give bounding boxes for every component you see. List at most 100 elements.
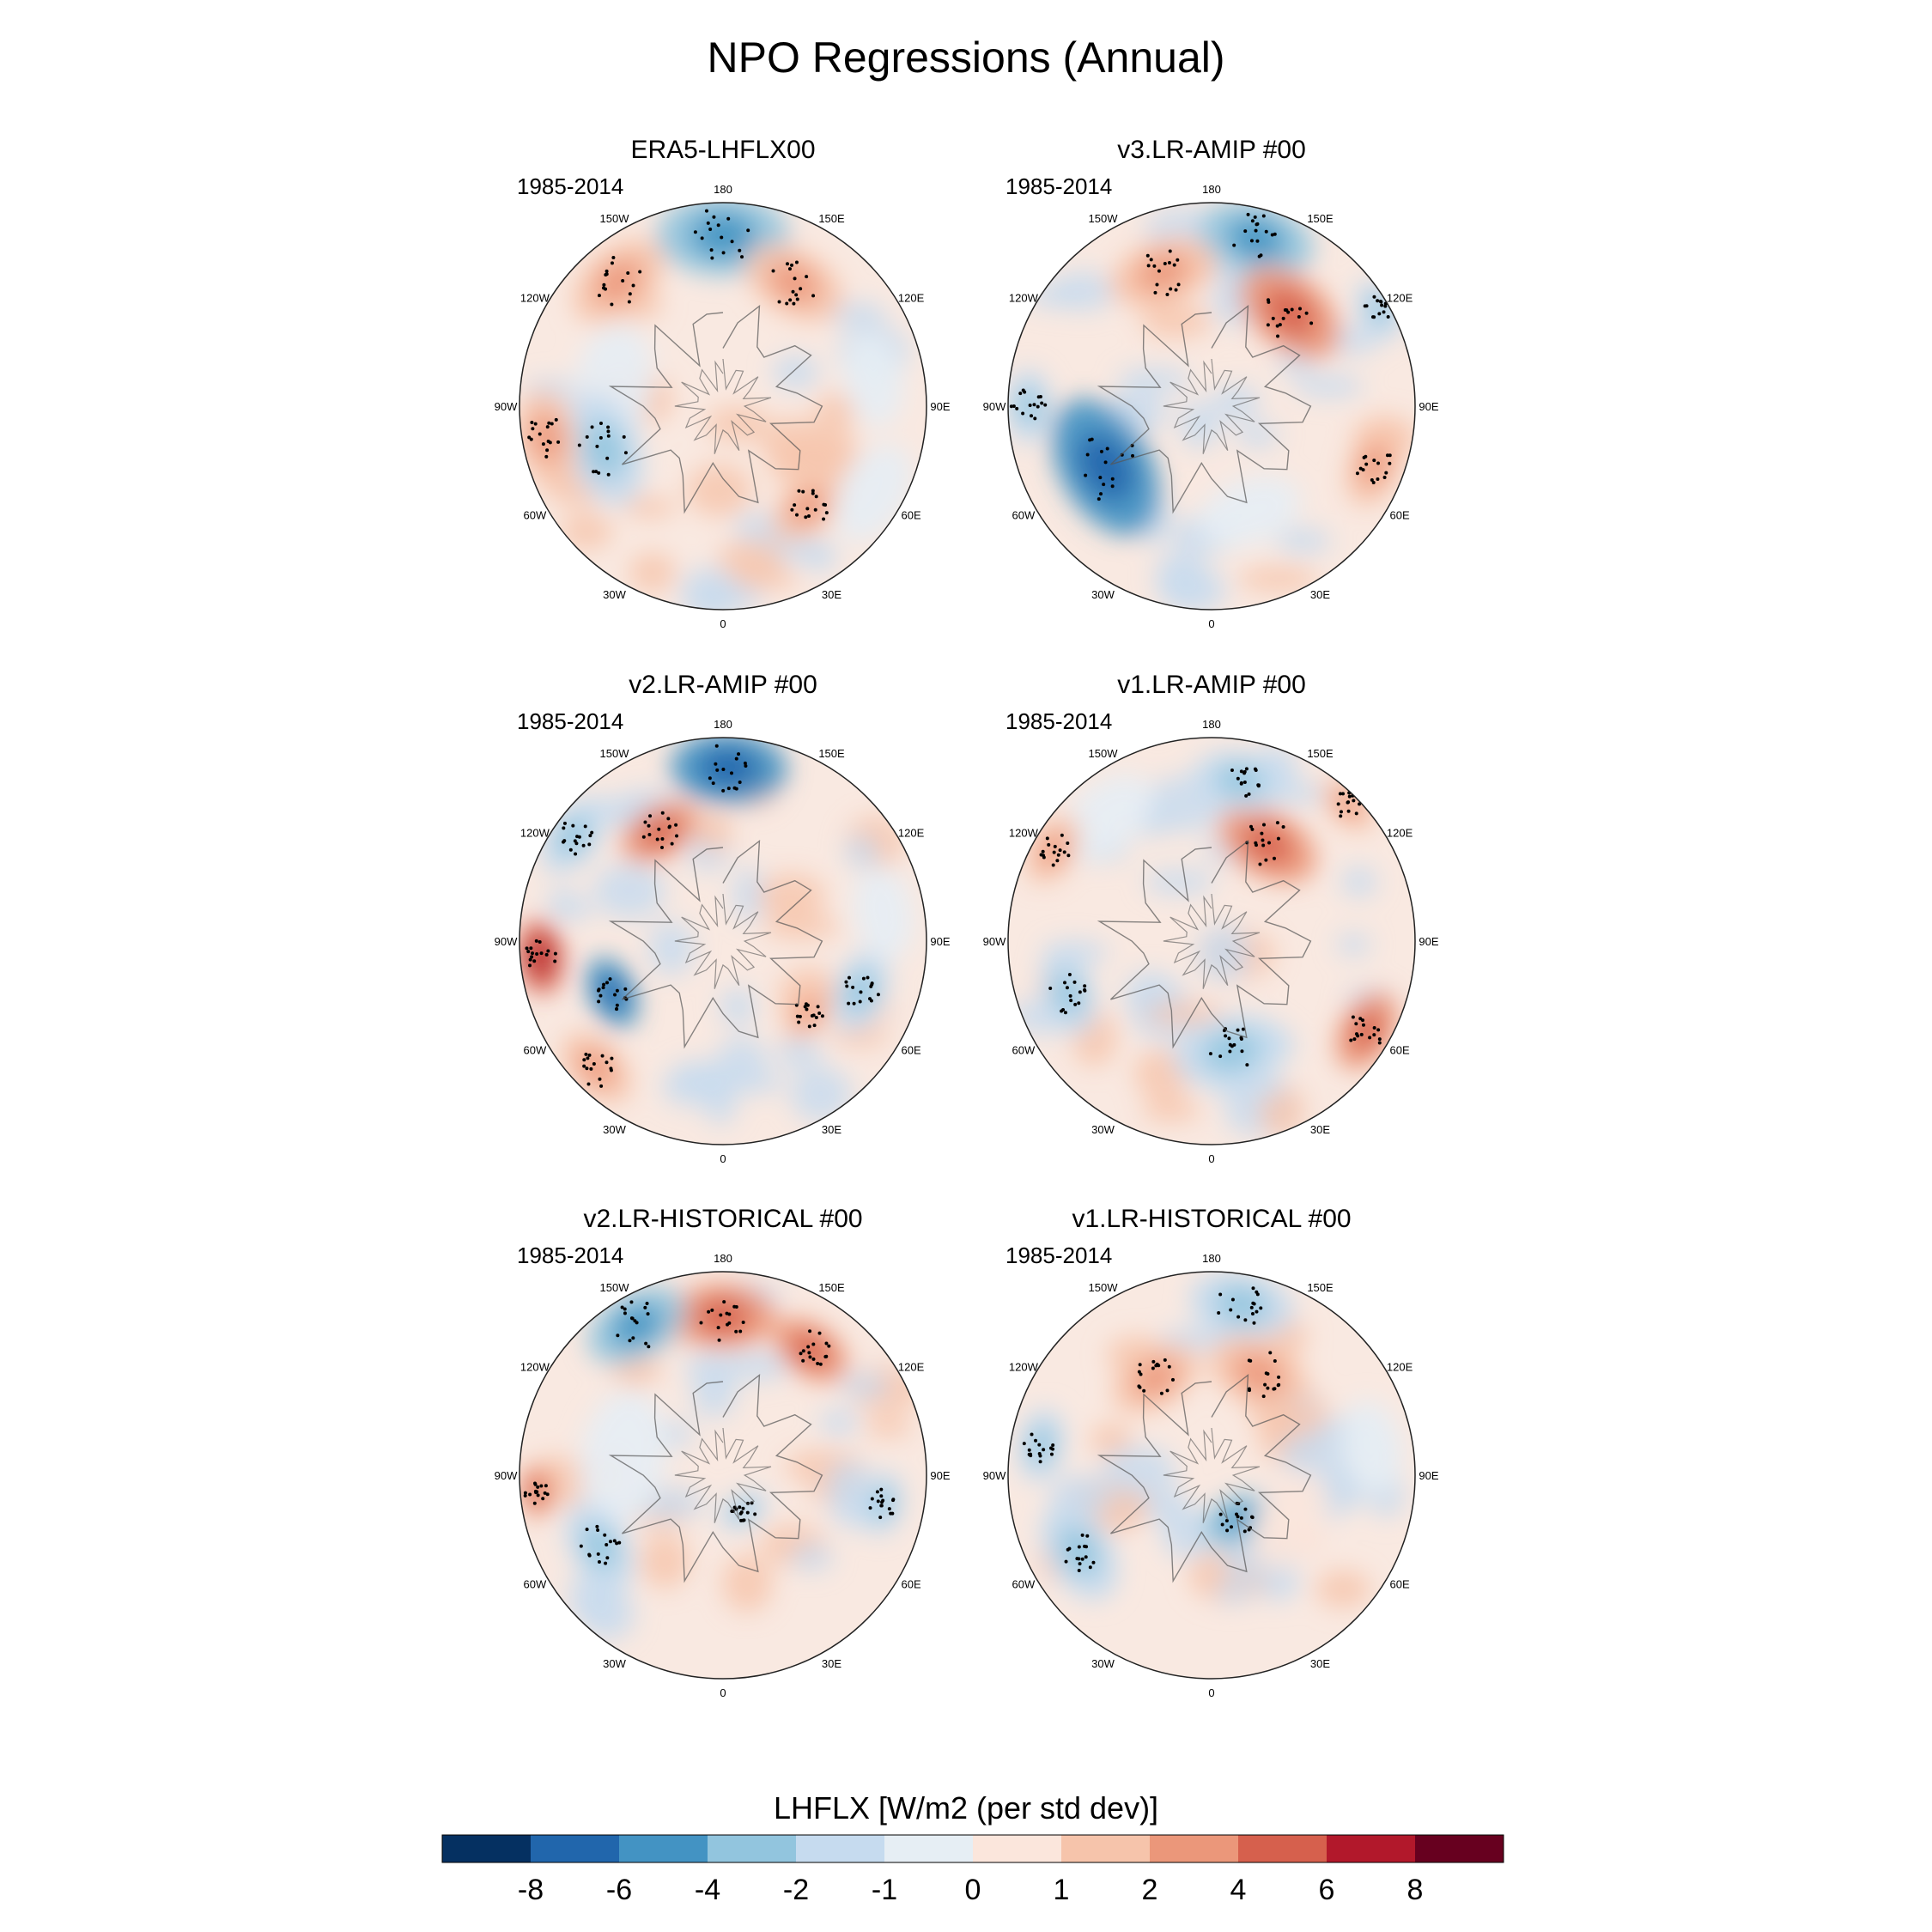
significance-dot [1252,1321,1256,1325]
significance-dot [1256,784,1261,788]
longitude-label: 90W [495,935,518,948]
colorbar-tick-label: 6 [1318,1874,1335,1906]
significance-dot [1336,802,1340,806]
significance-dot [599,1084,604,1088]
anomaly-patch [724,1351,790,1381]
significance-dot [1239,1516,1243,1520]
colorbar-tick-label: 2 [1141,1874,1158,1906]
significance-dot [581,843,586,848]
significance-dot [820,1014,824,1018]
significance-dot [823,503,828,507]
significance-dot [1376,477,1380,481]
significance-dot [1139,1372,1143,1376]
significance-dot [844,980,848,984]
significance-dot [605,1060,609,1065]
significance-dot [1080,1557,1084,1561]
significance-dot [808,1329,812,1334]
significance-dot [1080,1533,1084,1537]
significance-dot [638,270,642,274]
longitude-label: 60E [902,1044,921,1057]
longitude-label: 30W [603,588,626,601]
significance-dot [1246,212,1250,216]
significance-dot [532,1501,537,1505]
significance-dot [1259,253,1263,258]
longitude-label: 0 [1208,1686,1214,1699]
anomaly-core [1227,218,1285,260]
map-border [519,737,927,1145]
significance-dot [1354,811,1358,816]
significance-dot [1339,814,1343,818]
significance-dot [827,1344,831,1348]
significance-dot [1084,1555,1088,1559]
significance-dot [875,1490,879,1494]
longitude-label: 120E [898,827,925,840]
significance-dot [1239,1036,1243,1040]
significance-dot [1142,1388,1146,1393]
significance-dot [598,1077,602,1081]
significance-dot [571,823,575,828]
significance-dot [1151,1359,1156,1364]
significance-dot [1083,988,1087,993]
significance-dot [523,1493,527,1498]
anomaly-patch [1315,1570,1371,1608]
anomaly-core [530,413,564,461]
significance-dot [630,1316,635,1321]
coastline [674,358,772,454]
significance-dot [1047,842,1051,847]
significance-dot [847,975,851,980]
longitude-label: 0 [720,1152,726,1165]
significance-dot [1249,1305,1254,1309]
map-panel: 180 150E 120E 90E 60E 30E 0 30W 60W 90W 120W 150W [495,718,951,1165]
significance-dot [1165,292,1170,296]
anomaly-core [1242,823,1292,866]
longitude-label: 180 [1202,718,1221,731]
significance-dot [544,952,549,957]
significance-dot [793,276,797,281]
anomaly-patch [1140,304,1212,339]
significance-dot [794,293,799,297]
map-panel: 180 150E 120E 90E 60E 30E 0 30W 60W 90W 120W 150W [495,1252,951,1699]
significance-dot [1055,859,1060,863]
anomaly-region [1252,1472,1330,1570]
significance-dot [1083,984,1087,988]
anomaly-patch [864,1416,913,1437]
significance-dot [615,1007,619,1012]
significance-dot [1083,1544,1087,1548]
significance-dot [1290,307,1294,312]
significance-dot [814,495,818,499]
significance-dot [631,1336,635,1340]
anomaly-region [843,332,904,428]
significance-dot [710,256,714,260]
significance-dot [1273,856,1277,860]
significance-dot [1372,1026,1376,1030]
significance-dot [1361,1023,1365,1027]
significance-dot [606,425,611,429]
significance-dot [720,235,724,240]
significance-dot [1388,453,1392,458]
significance-dot [811,294,816,298]
significance-dot [585,1528,589,1532]
coastline [608,1374,823,1583]
anomaly-patch [1154,550,1207,603]
significance-dot [1249,824,1253,829]
anomaly-core [696,1297,750,1335]
significance-dot [1266,323,1270,327]
significance-dot [851,985,855,989]
significance-dot [610,1056,614,1060]
significance-dot [647,1345,651,1349]
significance-dot [1250,219,1255,223]
significance-dot [1244,793,1249,798]
significance-dot [1062,850,1066,854]
significance-dot [812,1024,817,1028]
significance-dot [866,975,870,980]
significance-dot [1068,993,1072,998]
longitude-label: 30E [822,588,841,601]
significance-dot [707,1309,711,1314]
significance-dot [1039,853,1043,857]
longitude-label: 30E [822,1123,841,1136]
significance-dot [1247,1388,1251,1393]
significance-dot [811,1013,816,1018]
significance-dot [1069,999,1073,1003]
significance-dot [1377,1037,1382,1042]
